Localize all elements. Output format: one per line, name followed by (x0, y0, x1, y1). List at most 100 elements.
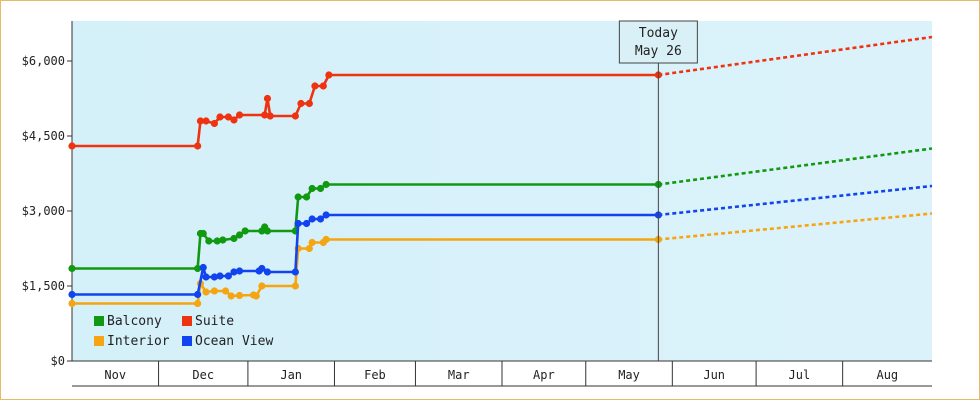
series-balcony (68, 147, 933, 273)
data-point (263, 227, 272, 235)
data-point (308, 184, 316, 193)
data-point (263, 94, 272, 103)
legend-swatch (94, 316, 104, 326)
data-point (219, 236, 227, 244)
legend: Balcony Suite Interior Ocean View (94, 314, 273, 349)
data-point (308, 238, 316, 247)
y-axis: $0 $1,500 $3,000 $4,500 $6,000 (22, 21, 73, 368)
data-point (221, 287, 230, 295)
data-point (294, 193, 302, 201)
data-point (230, 234, 238, 243)
legend-label: Interior (107, 334, 170, 349)
legend-label: Suite (195, 314, 234, 329)
data-point (68, 290, 76, 299)
data-point (258, 264, 266, 273)
series-ocean-view (68, 184, 933, 299)
legend-item: Suite (182, 314, 234, 329)
data-point (213, 237, 221, 245)
data-point (322, 211, 330, 219)
data-point (308, 215, 316, 223)
data-point (202, 117, 210, 125)
data-point (224, 113, 232, 121)
data-point (263, 268, 272, 276)
series-projection (658, 212, 933, 241)
data-point (210, 273, 219, 281)
y-tick-label: $0 (51, 354, 65, 368)
data-point (258, 282, 266, 290)
series-projection (658, 184, 933, 217)
month-label: Aug (876, 368, 898, 382)
y-tick-label: $1,500 (22, 279, 65, 293)
today-callout (618, 20, 698, 64)
month-label: Nov (104, 368, 126, 382)
legend-item: Interior (94, 334, 170, 349)
data-point (266, 112, 274, 120)
data-point (294, 219, 302, 228)
data-point (224, 272, 232, 280)
y-tick-label: $6,000 (22, 54, 65, 68)
data-point (68, 299, 76, 308)
data-point (261, 111, 269, 119)
data-point (322, 235, 330, 244)
series-interior (68, 212, 933, 308)
data-point (230, 268, 238, 276)
legend-swatch (94, 336, 104, 346)
month-label: Dec (192, 368, 214, 382)
data-point (194, 299, 202, 308)
data-point (230, 116, 238, 124)
legend-label: Ocean View (195, 334, 273, 349)
y-tick-label: $3,000 (22, 204, 65, 218)
data-point (305, 244, 313, 253)
month-label: Apr (533, 368, 555, 382)
data-point (311, 82, 319, 90)
legend-swatch (182, 316, 192, 326)
data-point (216, 113, 224, 121)
data-point (235, 291, 244, 300)
data-point (194, 142, 202, 150)
data-point (291, 282, 299, 290)
data-point (235, 267, 244, 275)
data-point (227, 292, 235, 300)
data-point (235, 111, 244, 119)
x-axis: Nov Dec Jan Feb Mar Apr May Jun Jul Aug (72, 360, 932, 387)
data-point (216, 272, 224, 280)
legend-item: Balcony (94, 314, 162, 329)
data-point (194, 290, 202, 299)
series-suite (68, 35, 933, 150)
month-label: Jan (280, 368, 302, 382)
data-point (205, 237, 213, 245)
data-point (235, 231, 244, 239)
series-lines (68, 35, 933, 308)
data-point (68, 264, 76, 273)
month-label: Jun (703, 368, 725, 382)
today-label: Today (639, 26, 678, 41)
data-point (68, 142, 76, 150)
legend-item: Ocean View (182, 334, 273, 349)
data-point (322, 180, 330, 189)
data-point (291, 112, 299, 120)
data-point (241, 227, 249, 235)
data-point (194, 264, 202, 273)
today-marker: Today May 26 (618, 20, 698, 361)
data-point (210, 119, 219, 128)
month-label: May (618, 368, 640, 382)
today-date-label: May 26 (635, 44, 682, 59)
data-point (319, 82, 327, 90)
legend-swatch (182, 336, 192, 346)
data-point (302, 193, 311, 201)
month-label: Feb (364, 368, 386, 382)
series-projection (658, 147, 933, 186)
data-point (202, 288, 210, 296)
data-point (210, 287, 219, 295)
month-label: Jul (789, 368, 811, 382)
data-point (316, 184, 325, 193)
data-point (199, 263, 207, 272)
data-point (252, 292, 260, 300)
month-label: Mar (448, 368, 470, 382)
data-point (291, 268, 299, 276)
data-point (305, 99, 313, 108)
legend-label: Balcony (107, 314, 162, 329)
data-point (199, 229, 207, 238)
